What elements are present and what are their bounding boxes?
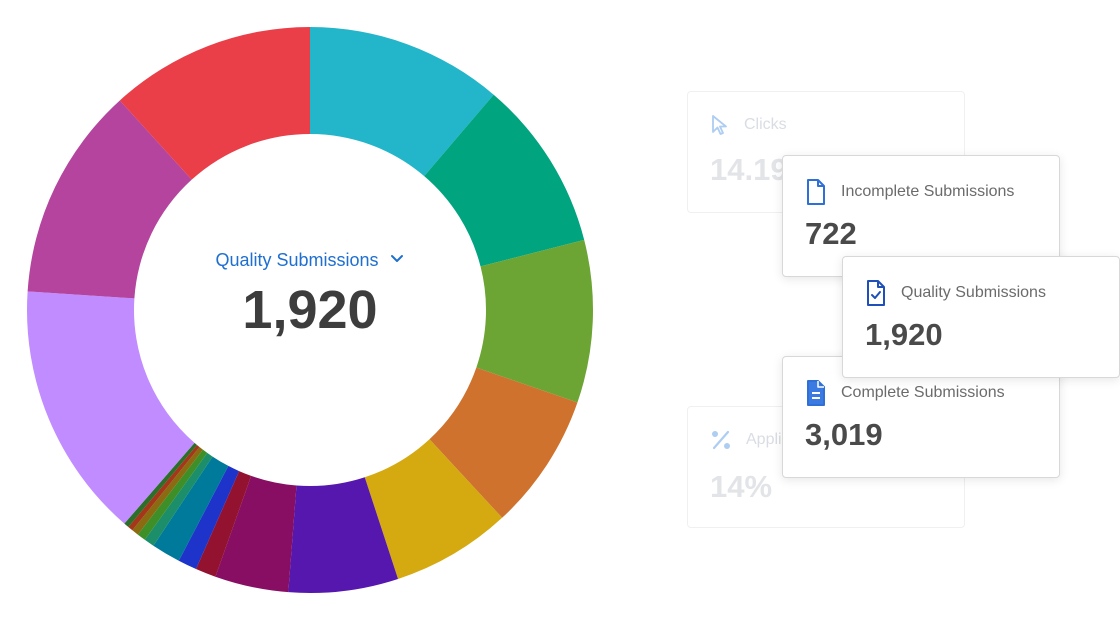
metric-selector-label: Quality Submissions (215, 250, 379, 270)
quality-submissions-label: Quality Submissions (901, 284, 1046, 301)
donut-slice-15[interactable] (124, 442, 198, 527)
donut-slice-9[interactable] (178, 465, 240, 570)
file-check-icon (865, 279, 887, 307)
donut-slices (26, 26, 593, 593)
complete-submissions-label: Complete Submissions (841, 384, 1005, 401)
donut-slice-14[interactable] (128, 444, 200, 531)
quality-submissions-value: 1,920 (865, 317, 943, 352)
metric-value: 1,920 (242, 280, 378, 340)
metric-selector[interactable]: Quality Submissions (215, 250, 404, 271)
donut-slice-4[interactable] (429, 367, 578, 518)
donut-slice-17[interactable] (27, 100, 192, 299)
quality-submissions-card[interactable]: Quality Submissions 1,920 (842, 256, 1120, 378)
file-icon (805, 178, 827, 206)
file-lines-icon (805, 379, 827, 407)
donut-slice-11[interactable] (144, 452, 213, 546)
percent-icon (710, 429, 732, 451)
complete-submissions-value: 3,019 (805, 417, 883, 452)
donut-slice-10[interactable] (153, 456, 229, 561)
cursor-icon (710, 114, 730, 136)
donut-center: Quality Submissions 1,920 (135, 250, 485, 341)
donut-slice-16[interactable] (26, 291, 195, 524)
apply-rate-value: 14% (710, 469, 773, 504)
donut-slice-8[interactable] (196, 471, 252, 577)
donut-slice-12[interactable] (137, 449, 208, 540)
donut-chart (26, 26, 593, 593)
chevron-down-icon (389, 250, 405, 271)
donut-slice-2[interactable] (424, 94, 585, 267)
donut-slice-7[interactable] (215, 475, 297, 593)
donut-slice-1[interactable] (310, 27, 494, 177)
incomplete-submissions-label: Incomplete Submissions (841, 183, 1015, 200)
donut-slice-3[interactable] (476, 239, 593, 403)
donut-slice-6[interactable] (288, 477, 399, 593)
donut-slice-13[interactable] (132, 446, 203, 535)
incomplete-submissions-value: 722 (805, 216, 857, 251)
donut-slice-18[interactable] (119, 26, 310, 180)
donut-slice-5[interactable] (364, 439, 503, 579)
clicks-label: Clicks (744, 116, 787, 133)
